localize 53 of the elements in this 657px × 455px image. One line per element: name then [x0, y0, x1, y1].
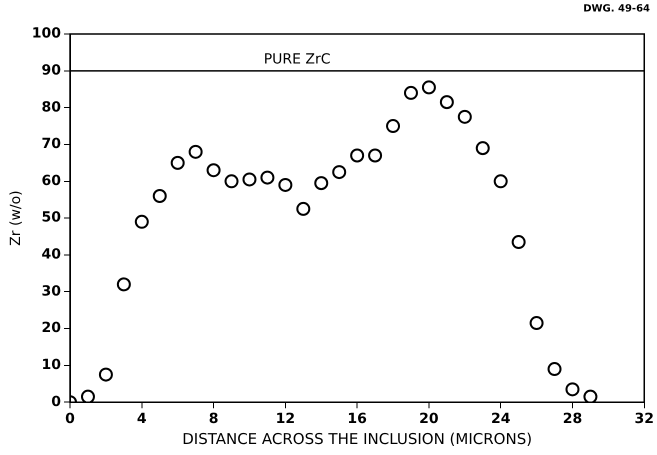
point — [386, 119, 400, 134]
x-tick-label: 24 — [490, 411, 511, 428]
point — [116, 277, 131, 292]
x-tick-label: 16 — [347, 411, 367, 428]
point — [296, 202, 310, 216]
point — [260, 170, 274, 185]
point — [314, 176, 328, 190]
point — [512, 235, 526, 250]
point — [565, 382, 580, 396]
x-axis-title: DISTANCE ACROSS THE INCLUSION (MICRONS) — [182, 430, 532, 448]
point — [368, 148, 382, 163]
y-tick-label: 40 — [42, 246, 62, 263]
y-tick-label: 20 — [42, 320, 62, 336]
y-tick-label: 10 — [42, 357, 62, 374]
point — [476, 141, 490, 156]
x-tick-label: 28 — [562, 411, 582, 428]
point — [278, 178, 292, 192]
point — [440, 95, 454, 110]
point — [170, 156, 185, 170]
point — [494, 174, 508, 188]
x-tick-label: 12 — [276, 411, 296, 428]
y-tick-label: 70 — [42, 136, 62, 152]
point — [422, 80, 436, 94]
point — [134, 214, 149, 229]
point — [458, 110, 472, 124]
point — [80, 390, 95, 402]
point — [224, 174, 239, 188]
point — [583, 390, 598, 402]
x-tick-label: 20 — [419, 411, 439, 428]
y-axis-title: Zr (w/o) — [8, 190, 24, 246]
y-tick-label: 60 — [42, 172, 62, 189]
y-tick-label: 30 — [42, 283, 62, 300]
point — [206, 163, 221, 178]
point — [188, 144, 203, 159]
x-tick-label: 0 — [65, 411, 76, 428]
point — [404, 86, 418, 100]
point — [242, 172, 256, 186]
y-tick-label: 50 — [42, 210, 62, 226]
ref-line-label: PURE ZrC — [264, 51, 331, 68]
point — [152, 189, 167, 204]
y-tick-label: 90 — [42, 62, 62, 78]
x-tick-label: 8 — [208, 411, 218, 428]
point — [332, 165, 346, 180]
x-tick-label: 32 — [634, 411, 654, 428]
y-tick-label: 80 — [42, 99, 62, 116]
point — [530, 316, 544, 330]
point — [98, 368, 113, 382]
y-tick-label: 100 — [32, 26, 62, 42]
point — [350, 148, 364, 163]
y-tick-label: 0 — [51, 394, 62, 410]
x-tick-label: 4 — [136, 411, 147, 428]
text: DWG. 49-64 — [583, 4, 650, 15]
point — [548, 362, 562, 376]
